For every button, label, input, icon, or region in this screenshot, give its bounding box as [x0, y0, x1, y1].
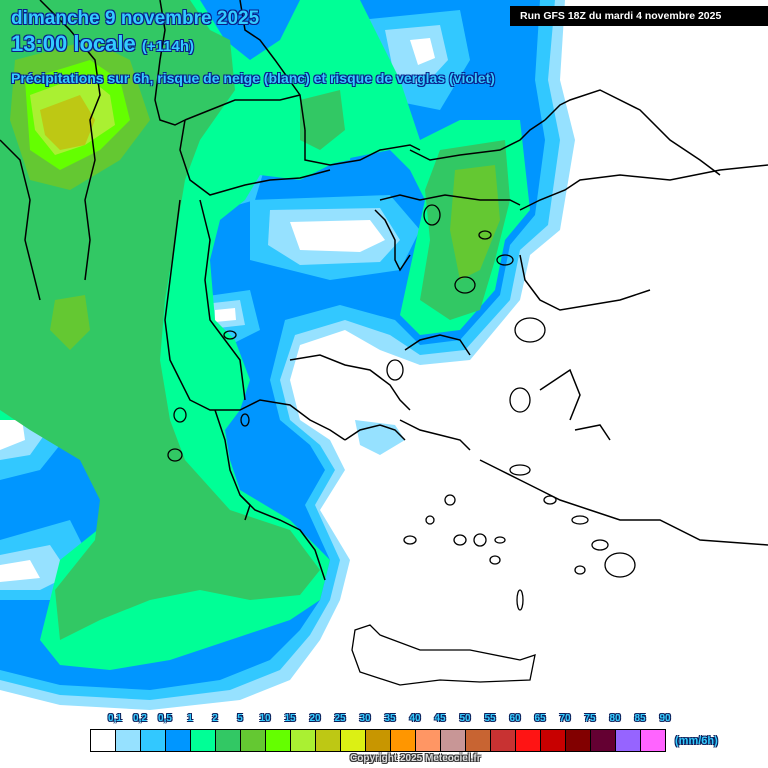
legend-swatch [241, 730, 266, 751]
legend-label: 45 [434, 713, 446, 724]
forecast-local-time: 13:00 locale [11, 31, 136, 56]
legend-label: 30 [359, 713, 371, 724]
legend-label: 0,2 [133, 713, 147, 724]
legend-swatch [516, 730, 541, 751]
legend-label: 65 [534, 713, 546, 724]
legend-label: 40 [409, 713, 421, 724]
legend-swatch [416, 730, 441, 751]
legend-swatch [641, 730, 665, 751]
coastlines-and-borders [0, 0, 768, 581]
legend-swatch [266, 730, 291, 751]
legend-swatch [91, 730, 116, 751]
legend-swatch [141, 730, 166, 751]
legend-label: 85 [634, 713, 646, 724]
legend-swatch [441, 730, 466, 751]
copyright: Copyright 2025 Meteociel.fr [350, 753, 481, 764]
legend-swatch [216, 730, 241, 751]
legend-label: 25 [334, 713, 346, 724]
legend-label: 55 [484, 713, 496, 724]
forecast-time: 13:00 locale (+114h) [11, 31, 194, 57]
legend-swatch [391, 730, 416, 751]
legend-swatch [191, 730, 216, 751]
model-run-info: Run GFS 18Z du mardi 4 novembre 2025 [510, 6, 768, 26]
legend-label: 0,1 [108, 713, 122, 724]
legend-swatch [591, 730, 616, 751]
legend-label: 2 [212, 713, 218, 724]
legend-swatch [491, 730, 516, 751]
legend-unit: (mm/6h) [675, 735, 718, 747]
legend-label: 1 [187, 713, 193, 724]
legend-label: 60 [509, 713, 521, 724]
legend-swatch [466, 730, 491, 751]
islands [167, 204, 636, 686]
legend-swatch [566, 730, 591, 751]
legend-swatch [291, 730, 316, 751]
legend-label: 5 [237, 713, 243, 724]
legend-swatch [541, 730, 566, 751]
legend-label: 15 [284, 713, 296, 724]
forecast-date: dimanche 9 novembre 2025 [11, 8, 260, 29]
legend-swatch [116, 730, 141, 751]
legend-color-bar [90, 729, 666, 752]
legend-label: 10 [259, 713, 271, 724]
legend-label: 20 [309, 713, 321, 724]
legend-label: 70 [559, 713, 571, 724]
legend-label: 75 [584, 713, 596, 724]
legend-label: 35 [384, 713, 396, 724]
legend-swatch [366, 730, 391, 751]
legend-swatch [341, 730, 366, 751]
legend-swatch [616, 730, 641, 751]
legend-label: 90 [659, 713, 671, 724]
legend-label: 50 [459, 713, 471, 724]
legend-label: 80 [609, 713, 621, 724]
precip-layer-20 [40, 95, 95, 150]
map-description: Précipitations sur 6h, risque de neige (… [11, 70, 495, 86]
legend-swatch [166, 730, 191, 751]
legend-label: 0,5 [158, 713, 172, 724]
forecast-lead-hours: (+114h) [141, 38, 194, 55]
legend-swatch [316, 730, 341, 751]
precipitation-map [0, 0, 768, 710]
